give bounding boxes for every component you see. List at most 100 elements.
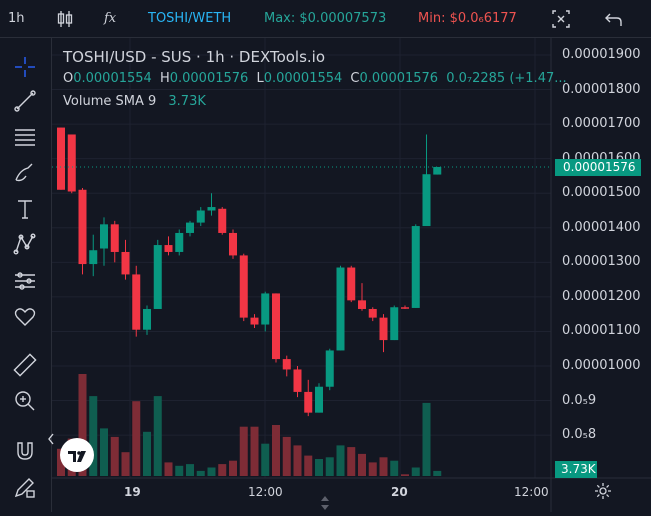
volume-label: Volume SMA 9 (63, 94, 157, 109)
candles (57, 127, 442, 417)
time-tick-label: 12:00 (514, 485, 549, 499)
max-price-label: Max: $0.00007573 (264, 11, 387, 26)
forecast-icon[interactable] (8, 266, 42, 296)
drawing-toolbar (0, 38, 52, 512)
candle-body (186, 222, 194, 233)
price-tick-label: 0.00001100 (562, 323, 641, 339)
fullscreen-icon[interactable] (551, 0, 571, 38)
time-tick-label: 12:00 (248, 485, 283, 499)
high-value: 0.00001576 (169, 71, 249, 86)
brush-icon[interactable] (8, 158, 42, 188)
price-tick-label: 0.00001500 (562, 185, 641, 201)
price-tick-label: 0.00001400 (562, 219, 641, 235)
volume-bar (272, 425, 280, 476)
crosshair-icon[interactable] (8, 52, 42, 82)
volume-bar (358, 453, 366, 476)
volume-bar (100, 428, 108, 476)
price-tick-label: 0.0₅9 (562, 392, 597, 408)
candle-body (207, 207, 216, 211)
grid-lines (52, 38, 551, 478)
volume-bar (411, 467, 420, 476)
volume-bar (347, 447, 356, 476)
volume-bar (89, 396, 98, 476)
volume-bar (336, 445, 345, 476)
candle-body (272, 293, 280, 360)
volume-bar (239, 426, 248, 476)
volume-bar (153, 396, 162, 476)
volume-legend: Volume SMA 9 3.73K (63, 94, 206, 109)
ruler-icon[interactable] (8, 350, 42, 380)
volume-bar (196, 470, 205, 476)
volume-bar (121, 452, 130, 476)
zoom-in-icon[interactable] (8, 386, 42, 416)
chart-title: TOSHI/USD - SUS · 1h · DEXTools.io (63, 48, 326, 66)
volume-bar (229, 460, 237, 476)
candle-body (368, 308, 377, 318)
candle-body (390, 307, 399, 341)
candle-body (218, 208, 227, 233)
time-tick-label: 20 (391, 485, 408, 499)
volume-bar (143, 431, 151, 476)
text-icon[interactable] (8, 194, 42, 224)
candle-body (229, 232, 237, 256)
candle-body (121, 251, 130, 275)
volume-bar (175, 465, 184, 476)
low-label: L (256, 71, 264, 86)
volume-bar (379, 457, 388, 476)
trend-line-icon[interactable] (8, 86, 42, 116)
collapse-arrow-icon[interactable] (46, 431, 56, 445)
interval-selector[interactable]: 1h (8, 11, 25, 26)
candlestick-chart[interactable] (52, 38, 651, 512)
horizontal-lines-icon[interactable] (8, 122, 42, 152)
time-tick-label: 19 (124, 485, 141, 499)
volume-bar (293, 445, 302, 476)
candle-body (304, 391, 313, 413)
change-value: 0.0₇2285 (+1.47... (446, 71, 567, 86)
magnet-icon[interactable] (8, 436, 42, 466)
undo-icon[interactable] (604, 0, 624, 38)
candle-body (89, 250, 98, 265)
price-tick-label: 0.00001000 (562, 358, 641, 373)
volume-bar (218, 464, 227, 476)
candle-body (132, 274, 141, 330)
volume-bar (207, 467, 216, 476)
candle-body (67, 134, 76, 192)
candle-body (57, 127, 65, 190)
high-label: H (159, 71, 170, 86)
candle-body (347, 267, 356, 301)
candles-icon[interactable] (56, 0, 74, 38)
candle-body (250, 317, 259, 325)
price-tick-label: 0.00001200 (562, 288, 641, 304)
candle-body (175, 232, 184, 252)
tradingview-logo[interactable] (60, 438, 94, 472)
pair-label[interactable]: TOSHI/WETH (148, 11, 232, 26)
settings-gear-icon[interactable] (594, 482, 612, 500)
candle-body (100, 224, 108, 249)
volume-bar (304, 455, 313, 476)
volume-bar (368, 462, 377, 476)
candle-body (261, 293, 270, 325)
close-value: 0.00001576 (359, 71, 439, 86)
volume-value: 3.73K (168, 94, 206, 109)
candle-body (153, 245, 162, 309)
indicators-button[interactable]: fx (104, 11, 117, 26)
min-price-label: Min: $0.0₆6177 (418, 11, 517, 26)
resize-handle-icon[interactable] (318, 494, 332, 512)
candle-body (110, 224, 119, 252)
volume-bar (78, 374, 87, 476)
volume-bar (186, 464, 194, 476)
candle-body (282, 359, 291, 370)
heart-icon[interactable] (8, 302, 42, 332)
price-tick-label: 0.00001800 (562, 81, 641, 97)
top-toolbar: 1h fx TOSHI/WETH Max: $0.00007573 Min: $… (0, 0, 651, 38)
candle-body (336, 267, 345, 351)
candle-body (401, 307, 409, 309)
pencil-lock-icon[interactable] (8, 472, 42, 502)
chart-area[interactable] (52, 38, 651, 512)
pattern-icon[interactable] (8, 229, 42, 259)
last-price-badge: 0.00001576 (555, 158, 641, 176)
candle-body (293, 369, 302, 392)
open-value: 0.00001554 (73, 71, 152, 86)
candle-body (78, 189, 87, 265)
volume-bar (261, 443, 270, 476)
